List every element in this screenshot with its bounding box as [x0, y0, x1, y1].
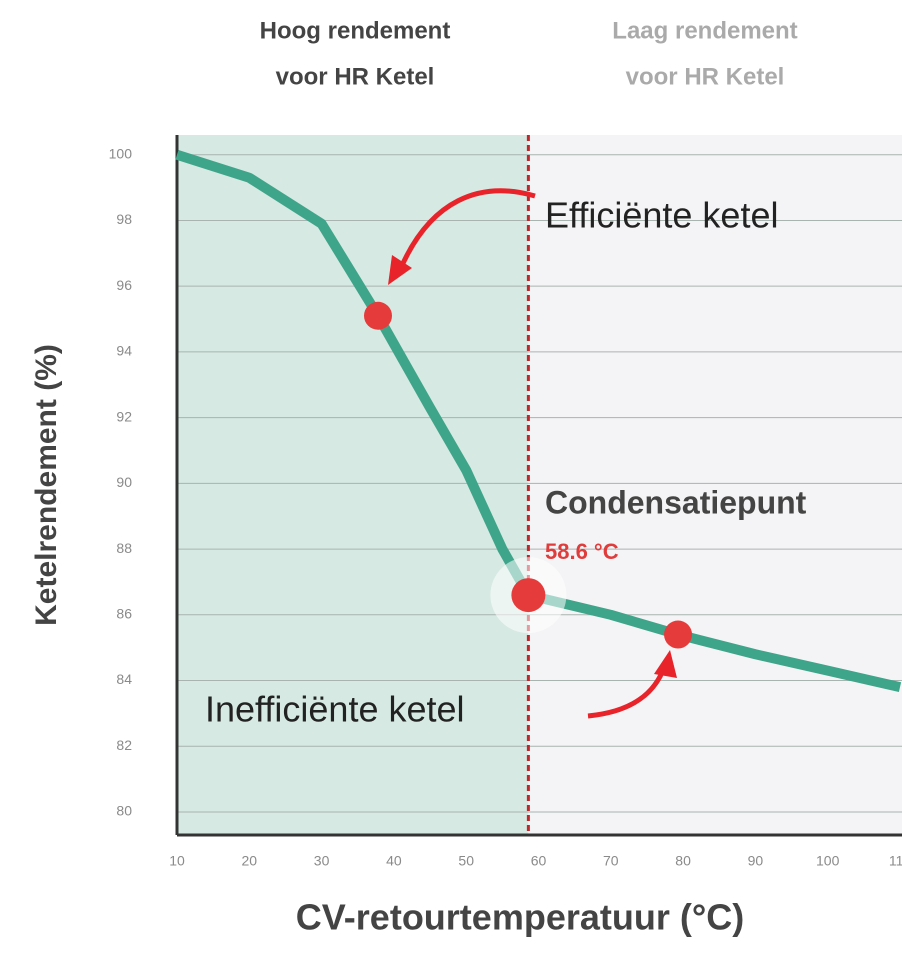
y-tick-label: 94 [116, 343, 132, 359]
region-label: Hoog rendement [260, 17, 451, 44]
region-label: Laag rendement [612, 17, 797, 44]
x-tick-label: 20 [242, 853, 258, 869]
x-tick-label: 80 [675, 853, 691, 869]
x-tick-label: 50 [458, 853, 474, 869]
x-axis-label: CV-retourtemperatuur (°C) [296, 897, 744, 938]
region [528, 135, 902, 835]
y-tick-label: 96 [116, 277, 132, 293]
point [664, 620, 693, 649]
y-tick-label: 80 [116, 803, 132, 819]
arrow-head [654, 650, 677, 678]
y-tick-label: 86 [116, 606, 132, 622]
region-label: voor HR Ketel [626, 63, 785, 90]
annotation: Efficiënte ketel [545, 195, 778, 236]
condensation-value: 58.6 °C [545, 539, 619, 564]
y-tick-label: 84 [116, 671, 132, 687]
arrow-head [388, 255, 412, 285]
arrow [397, 188, 536, 271]
y-tick-label: 98 [116, 211, 132, 227]
x-tick-label: 90 [748, 853, 764, 869]
line [175, 149, 902, 692]
y-tick-label: 92 [116, 408, 132, 424]
plot [175, 135, 902, 835]
y-tick-label: 90 [116, 474, 132, 490]
x-tick-label: 40 [386, 853, 402, 869]
grid: 80 82 84 86 88 90 92 94 96 98 100 10 20 30 40 50 60 70 80 9… [109, 135, 902, 869]
x-tick-label: 60 [531, 853, 547, 869]
x-tick-label: 10 [169, 853, 185, 869]
condensation-label: Condensatiepunt [545, 484, 807, 520]
x-tick-label: 30 [314, 853, 330, 869]
y-tick-label: 100 [109, 145, 133, 161]
x-tick-label: 110 [889, 853, 902, 869]
region-label: voor HR Ketel [276, 63, 435, 90]
point [511, 578, 546, 613]
x-tick-label: 70 [603, 853, 619, 869]
y-tick-label: 82 [116, 737, 132, 753]
y-tick-label: 88 [116, 540, 132, 556]
x-tick-label: 100 [816, 853, 840, 869]
y-axis-label: Ketelrendement (%) [30, 344, 63, 626]
point [363, 301, 392, 330]
annotation: Inefficiënte ketel [205, 689, 465, 730]
